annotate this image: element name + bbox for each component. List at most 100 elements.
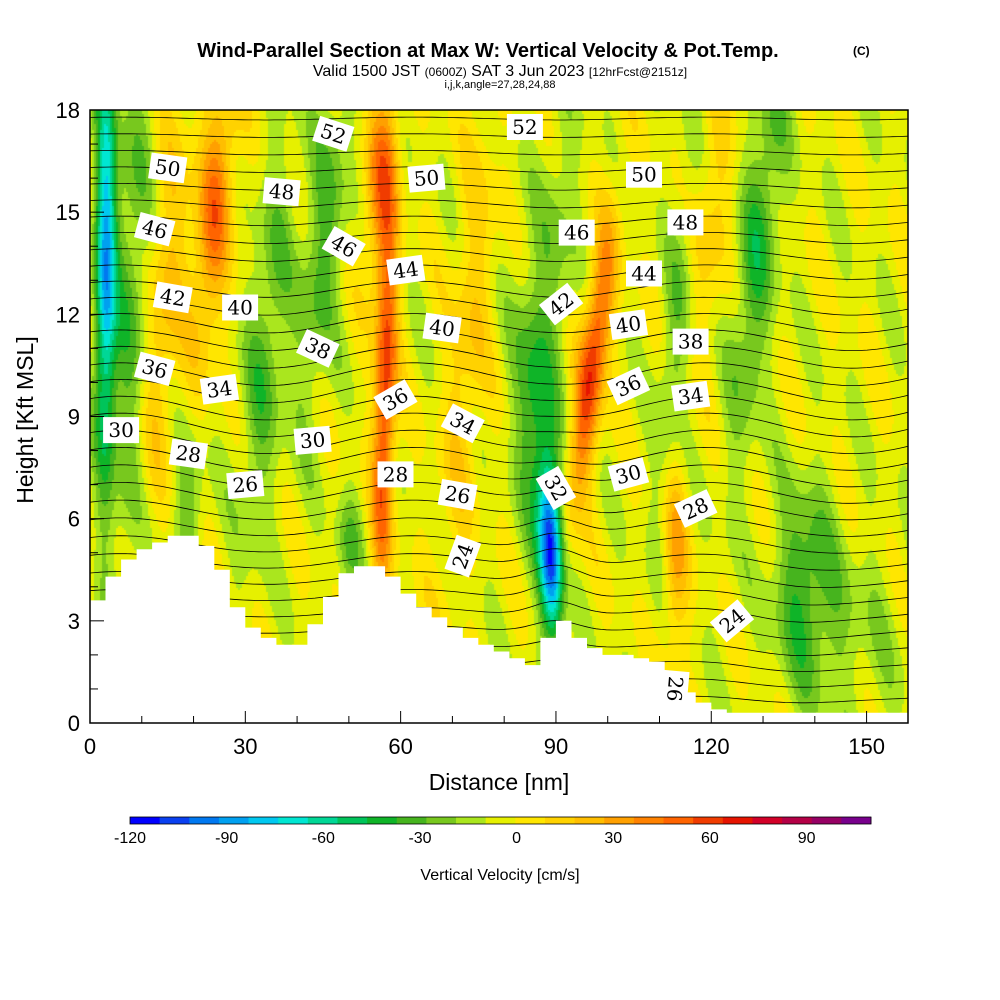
theta-contour-line: [90, 100, 908, 102]
x-tick-label: 0: [84, 734, 96, 759]
theta-contour-line: [90, 329, 908, 351]
theta-contour-line: [90, 412, 908, 438]
contour-label: 40: [222, 294, 259, 321]
colorbar-swatch: [218, 817, 249, 824]
plot-area: [90, 100, 908, 734]
contour-label-text: 34: [676, 382, 705, 409]
theta-contour-line: [90, 446, 908, 471]
contour-label-text: 50: [413, 165, 440, 191]
contour-label-text: 52: [512, 115, 537, 139]
contour-label-text: 44: [631, 262, 656, 286]
x-tick-label: 60: [388, 734, 412, 759]
x-axis-label: Distance [nm]: [429, 769, 570, 795]
contour-label: 28: [377, 461, 414, 488]
colorbar-swatch: [604, 817, 635, 824]
colorbar-swatch: [248, 817, 279, 824]
x-tick-label: 30: [233, 734, 257, 759]
y-tick-label: 18: [56, 98, 80, 123]
colorbar-tick-labels: -120 -90 -60 -30 0 30 60 90: [114, 830, 816, 847]
contour-label-text: 40: [428, 314, 457, 341]
contour-label: 38: [672, 328, 709, 355]
contour-label: 26: [226, 470, 265, 500]
contour-label: 40: [608, 309, 649, 340]
theta-contour-line: [90, 215, 908, 227]
colorbar-tick-label: 60: [701, 830, 719, 847]
colorbar-swatch: [189, 817, 220, 824]
contour-label: 50: [626, 161, 662, 188]
colorbar-swatch: [337, 817, 368, 824]
y-tick-label: 6: [68, 507, 80, 532]
colorbar-tick-label: -120: [114, 830, 146, 847]
colorbar-swatch: [367, 817, 398, 824]
contour-label: 28: [168, 438, 209, 470]
contour-label: 52: [506, 114, 543, 140]
subtitle-date: SAT 3 Jun 2023: [471, 63, 584, 80]
contour-label-text: 28: [383, 462, 408, 486]
contour-label-text: 26: [232, 472, 259, 498]
colorbar-swatch: [426, 817, 457, 824]
theta-contour-line: [90, 395, 908, 421]
y-tick-label: 3: [68, 609, 80, 634]
theta-contour-line: [90, 429, 908, 455]
theta-contour-line: [90, 183, 908, 191]
copyright-mark: (C): [853, 44, 870, 58]
colorbar-tick-label: 0: [512, 830, 521, 847]
contour-label: 46: [558, 219, 595, 246]
colorbar-swatch: [693, 817, 724, 824]
y-axis: 0 3 6 9 12 15 18: [56, 98, 104, 736]
contour-label: 44: [626, 260, 662, 287]
theta-contour-line: [90, 264, 908, 280]
theta-contour-line: [90, 150, 908, 156]
y-axis-label: Height [Kft MSL]: [12, 336, 38, 503]
contour-label-text: 46: [564, 221, 589, 245]
colorbar-swatch: [782, 817, 813, 824]
x-tick-label: 90: [544, 734, 568, 759]
terrain-mask: [90, 535, 908, 723]
colorbar: [129, 816, 872, 825]
colorbar-swatch: [752, 817, 783, 824]
colorbar-label: Vertical Velocity [cm/s]: [420, 867, 579, 884]
contour-label: 30: [607, 457, 650, 492]
theta-contour-line: [90, 532, 908, 554]
colorbar-swatch: [574, 817, 605, 824]
theta-contour-line: [90, 313, 908, 334]
contour-label: 48: [667, 209, 704, 236]
colorbar-swatch: [159, 817, 190, 824]
contour-label-text: 28: [174, 440, 203, 467]
colorbar-swatch: [130, 817, 161, 824]
theta-contour-line: [90, 345, 908, 369]
contour-label-text: 48: [673, 210, 698, 234]
colorbar-swatch: [722, 817, 753, 824]
contour-label: 52: [312, 115, 355, 152]
colorbar-swatch: [841, 817, 872, 824]
theta-contour-line: [90, 730, 908, 734]
colorbar-tick-label: -30: [408, 830, 431, 847]
contour-label: 30: [103, 417, 140, 444]
chart-subtitle: Valid 1500 JST (0600Z) SAT 3 Jun 2023 [1…: [313, 63, 687, 80]
subtitle-valid: Valid 1500 JST: [313, 63, 421, 80]
index-line: i,j,k,angle=27,28,24,88: [444, 79, 555, 91]
contour-label-text: 26: [662, 675, 688, 702]
colorbar-swatch: [663, 817, 694, 824]
contour-label: 34: [670, 380, 711, 412]
chart-title: Wind-Parallel Section at Max W: Vertical…: [197, 40, 778, 62]
theta-contour-line: [90, 280, 908, 298]
contour-label-text: 50: [631, 163, 656, 187]
contour-label: 36: [133, 351, 176, 387]
contour-label: 30: [293, 425, 332, 455]
colorbar-swatch: [307, 817, 338, 824]
y-tick-label: 9: [68, 405, 80, 430]
y-tick-label: 12: [56, 302, 80, 327]
contour-label-text: 40: [614, 311, 643, 338]
subtitle-forecast: [12hrFcst@2151z]: [589, 65, 687, 79]
contour-label-text: 40: [227, 296, 252, 320]
contour-label: 50: [407, 163, 446, 193]
theta-contour-line: [90, 499, 908, 521]
colorbar-swatch: [544, 817, 575, 824]
contour-label-text: 26: [443, 481, 472, 509]
contour-label: 46: [133, 211, 176, 247]
contour-label-text: 44: [392, 256, 421, 283]
y-tick-label: 15: [56, 200, 80, 225]
colorbar-swatch: [633, 817, 664, 824]
